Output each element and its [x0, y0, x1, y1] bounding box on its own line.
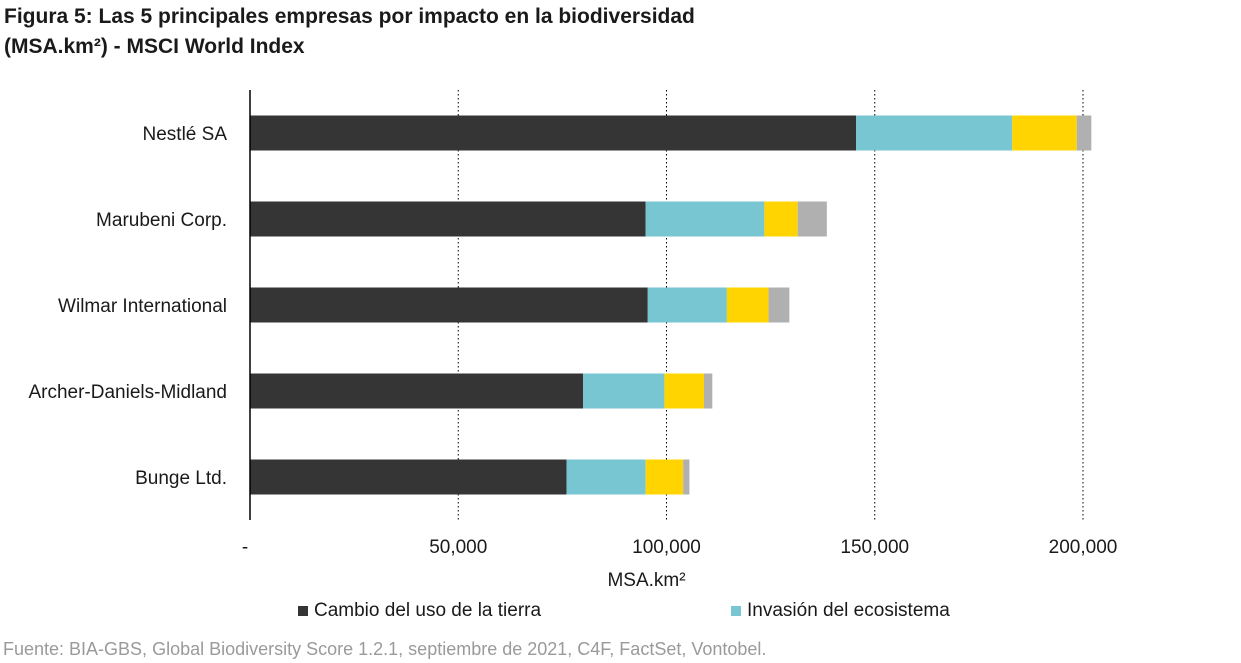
bar-segment-1-3	[797, 201, 827, 237]
bar-segment-3-3	[703, 373, 713, 409]
bar-segment-4-0	[250, 459, 567, 495]
x-tick-labels: - 50,000 100,000 150,000 200,000	[242, 537, 1118, 558]
source-note: Fuente: BIA-GBS, Global Biodiversity Sco…	[3, 639, 767, 659]
category-labels: Nestlé SA Marubeni Corp. Wilmar Internatio…	[28, 124, 227, 489]
bar-segment-4-2	[645, 459, 684, 495]
category-label-2: Wilmar International	[58, 296, 227, 317]
chart-title: Figura 5: Las 5 principales empresas por…	[4, 2, 1204, 62]
bar-segment-2-3	[768, 287, 790, 323]
bar-segment-1-1	[645, 201, 765, 237]
x-tick-label-1: 50,000	[429, 537, 487, 558]
bar-segment-2-0	[250, 287, 648, 323]
stacked-bar-chart: Nestlé SA Marubeni Corp. Wilmar Internatio…	[28, 90, 1118, 591]
x-tick-label-0: -	[242, 537, 248, 558]
legend-swatch-ecosystem-invasion	[731, 606, 741, 616]
bar-segment-4-1	[566, 459, 646, 495]
x-tick-label-2: 100,000	[632, 537, 701, 558]
category-label-3: Archer-Daniels-Midland	[28, 382, 227, 403]
x-axis-title: MSA.km²	[607, 570, 685, 591]
bar-segment-3-1	[583, 373, 665, 409]
legend-item-land-use: Cambio del uso de la tierra	[298, 600, 541, 622]
legend-label-ecosystem-invasion: Invasión del ecosistema	[747, 600, 950, 621]
x-tick-label-3: 150,000	[840, 537, 909, 558]
bars	[250, 115, 1092, 495]
bar-segment-2-2	[726, 287, 769, 323]
bar-segment-0-3	[1076, 115, 1092, 151]
category-label-4: Bunge Ltd.	[135, 468, 227, 489]
legend-swatch-land-use	[298, 606, 308, 616]
bar-segment-1-0	[250, 201, 646, 237]
bar-segment-2-1	[647, 287, 727, 323]
bar-segment-1-2	[764, 201, 798, 237]
category-label-1: Marubeni Corp.	[96, 210, 227, 231]
legend-item-ecosystem-invasion: Invasión del ecosistema	[731, 600, 950, 622]
x-tick-label-4: 200,000	[1049, 537, 1118, 558]
chart-title-line-2: (MSA.km²) - MSCI World Index	[4, 35, 305, 58]
bar-segment-4-3	[683, 459, 690, 495]
chart-title-line-1: Figura 5: Las 5 principales empresas por…	[4, 5, 695, 28]
legend-label-land-use: Cambio del uso de la tierra	[314, 600, 542, 621]
bar-segment-0-0	[250, 115, 857, 151]
legend: Cambio del uso de la tierra Invasión del…	[0, 600, 1241, 626]
bar-segment-0-2	[1012, 115, 1077, 151]
bar-segment-0-1	[856, 115, 1013, 151]
category-label-0: Nestlé SA	[143, 124, 228, 145]
bar-segment-3-2	[664, 373, 704, 409]
bar-segment-3-0	[250, 373, 584, 409]
